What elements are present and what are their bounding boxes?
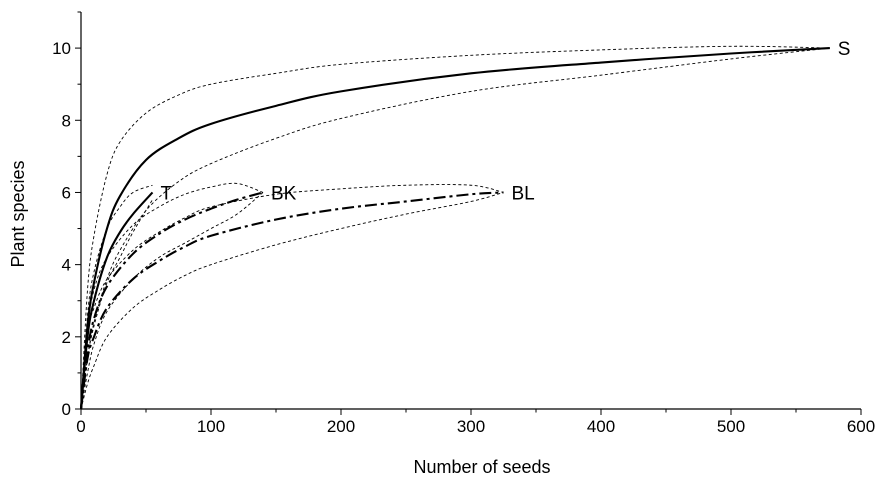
ci-lower-s [80,47,830,410]
y-tick-label: 8 [62,111,71,130]
x-tick-label: 400 [587,417,615,436]
series-label-t: T [161,184,173,205]
ci-upper-s [80,45,830,410]
y-tick-label: 0 [62,400,71,419]
ci-upper-bk [80,182,264,410]
y-tick-label: 10 [52,39,71,58]
y-tick-label: 2 [62,328,71,347]
x-tick-label: 0 [76,417,85,436]
ci-upper-bl [80,184,504,410]
curve-layer [79,47,830,410]
series-line-t [79,191,154,410]
x-tick-label: 500 [717,417,745,436]
y-axis-title: Plant species [8,160,28,267]
series-line-bk [79,191,264,410]
series-line-s [79,47,830,410]
x-axis-title: Number of seeds [413,457,550,477]
confidence-interval-layer [80,45,830,410]
y-tick-label: 6 [62,183,71,202]
series-line-bl [79,191,504,410]
ci-lower-t [80,199,153,410]
x-tick-label: 200 [327,417,355,436]
ci-lower-bk [80,192,264,410]
x-tick-label: 300 [457,417,485,436]
series-label-bk: BK [271,184,297,205]
ci-lower-bl [80,192,504,410]
curve-label-layer: S T BK BL [161,39,851,204]
series-label-s: S [838,39,851,60]
axes-layer: 0 100 200 300 400 500 600 0 2 4 6 8 10 [52,11,875,436]
y-tick-label: 4 [62,256,71,275]
x-tick-label: 100 [197,417,225,436]
series-label-bl: BL [512,184,535,205]
x-tick-label: 600 [847,417,875,436]
